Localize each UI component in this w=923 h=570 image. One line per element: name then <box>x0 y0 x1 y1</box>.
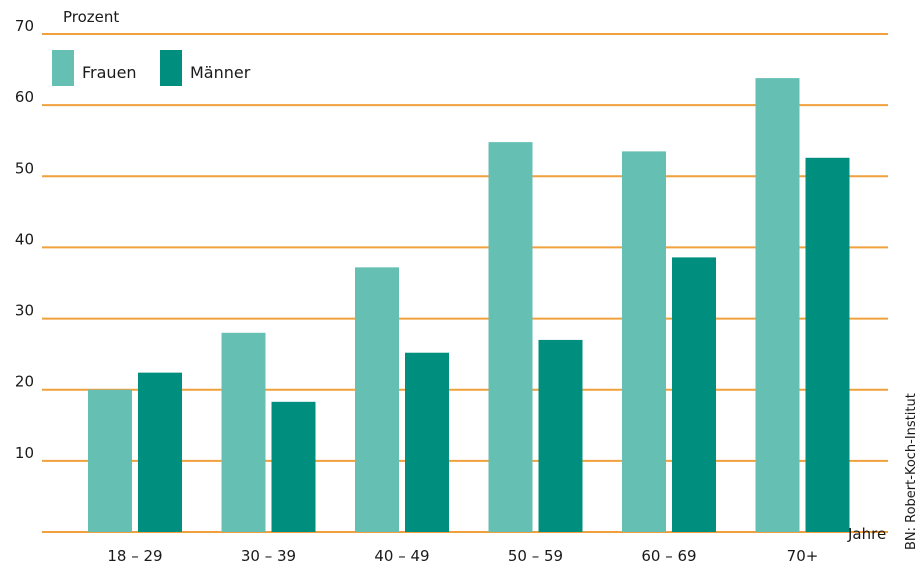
bar-maenner <box>138 372 182 532</box>
bar-maenner <box>405 352 449 532</box>
legend-swatch-maenner <box>160 50 182 86</box>
bar-maenner <box>538 339 583 532</box>
bar-frauen <box>622 151 666 532</box>
bar-frauen <box>355 267 399 532</box>
y-tick-label: 50 <box>15 159 34 177</box>
bar-maenner <box>672 257 716 532</box>
bar-maenner <box>271 401 316 532</box>
x-category-label: 30 – 39 <box>241 547 296 565</box>
legend: Frauen Männer <box>52 50 251 86</box>
x-axis-label: Jahre <box>847 525 886 543</box>
x-category-label: 60 – 69 <box>641 547 696 565</box>
bar-maenner <box>805 157 850 532</box>
y-axis-label: Prozent <box>63 8 119 26</box>
legend-swatch-frauen <box>52 50 74 86</box>
x-category-label: 18 – 29 <box>107 547 162 565</box>
bar-frauen <box>221 332 266 532</box>
bars <box>88 78 850 532</box>
y-tick-label: 60 <box>15 88 34 106</box>
bar-frauen <box>88 389 132 532</box>
y-tick-labels: 10 20 30 40 50 60 70 <box>15 17 34 462</box>
bar-frauen <box>488 142 533 532</box>
y-tick-label: 70 <box>15 17 34 35</box>
x-category-label: 40 – 49 <box>374 547 429 565</box>
y-tick-label: 10 <box>15 444 34 462</box>
bar-frauen <box>755 78 800 532</box>
x-category-label: 50 – 59 <box>508 547 563 565</box>
gridlines <box>42 33 888 533</box>
y-tick-label: 20 <box>15 373 34 391</box>
x-category-label: 70+ <box>787 547 819 565</box>
y-tick-label: 30 <box>15 302 34 320</box>
legend-label-frauen: Frauen <box>82 63 137 82</box>
legend-label-maenner: Männer <box>190 63 251 82</box>
y-tick-label: 40 <box>15 230 34 248</box>
x-category-labels: 18 – 29 30 – 39 40 – 49 50 – 59 60 – 69 70+ <box>107 547 818 565</box>
source-credit: BN: Robert-Koch-Institut <box>904 393 919 550</box>
